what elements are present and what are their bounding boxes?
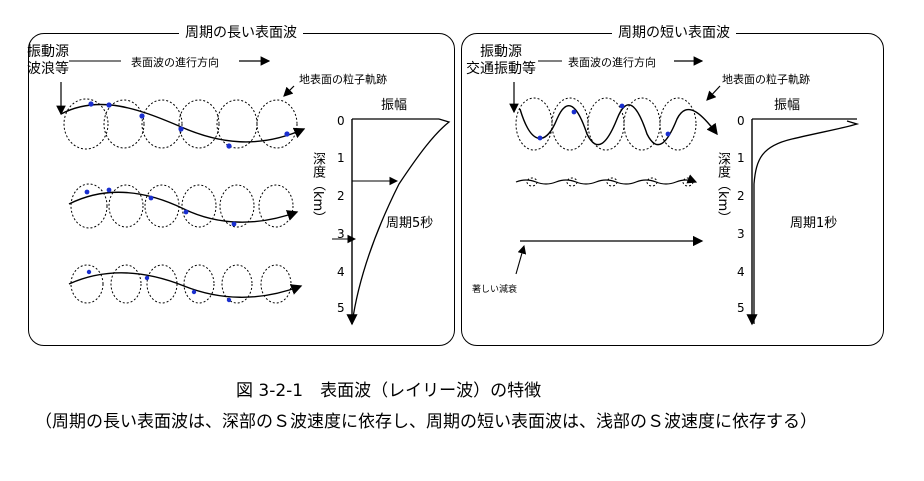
right-panel: 周期の短い表面波 振動源 交通振動等 表面波の進行方向 地表面の粒子軌跡 振幅 … (461, 23, 884, 346)
right-direction-label: 表面波の進行方向 (568, 56, 656, 69)
right-panel-title: 周期の短い表面波 (612, 23, 736, 43)
right-tick-5: 5 (737, 301, 745, 315)
left-source-line2: 波浪等 (27, 61, 69, 77)
right-row2-orbits (526, 177, 694, 187)
left-tick-2: 2 (337, 189, 345, 203)
right-period-label: 周期1秒 (790, 216, 838, 231)
left-amplitude-label: 振幅 (381, 98, 408, 113)
right-source-line2: 交通振動等 (466, 61, 536, 77)
right-row1-orbits (515, 97, 697, 151)
left-tick-4: 4 (337, 265, 345, 279)
left-tick-3: 3 (337, 227, 345, 241)
left-source-line1: 振動源 (27, 44, 69, 60)
figure-note: （周期の長い表面波は、深部のＳ波速度に依存し、周期の短い表面波は、浅部のＳ波速度… (35, 412, 817, 432)
left-panel: 周期の長い表面波 振動源 波浪等 表面波の進行方向 地表面の粒子軌跡 振幅 周期… (27, 23, 455, 346)
right-wave-drawing (509, 56, 860, 326)
left-row1-orbits (63, 98, 298, 150)
left-tick-1: 1 (337, 151, 345, 165)
right-tick-3: 3 (737, 227, 745, 241)
right-trajectory-label: 地表面の粒子軌跡 (722, 73, 810, 86)
right-source-line1: 振動源 (480, 44, 522, 60)
left-wave-drawing (56, 56, 451, 326)
left-trajectory-label: 地表面の粒子軌跡 (299, 73, 387, 86)
left-row3-orbits (70, 264, 292, 304)
right-amplitude-label: 振幅 (774, 98, 801, 113)
right-tick-1: 1 (737, 151, 745, 165)
right-depth-axis-label: 深度（km） (715, 152, 730, 225)
figure-caption: 図 3-2-1 表面波（レイリー波）の特徴 (236, 381, 542, 401)
left-panel-title: 周期の長い表面波 (179, 23, 303, 43)
left-direction-label: 表面波の進行方向 (131, 56, 219, 69)
left-tick-5: 5 (337, 301, 345, 315)
left-amplitude-curve (351, 118, 451, 325)
right-amplitude-curve (753, 120, 860, 324)
right-tick-4: 4 (737, 265, 745, 279)
left-period-label: 周期5秒 (386, 216, 434, 231)
left-tick-0: 0 (337, 114, 345, 128)
right-attenuation-label: 著しい減衰 (472, 285, 518, 295)
left-depth-axis-label: 深度（km） (310, 152, 325, 225)
right-tick-2: 2 (737, 189, 745, 203)
right-tick-0: 0 (737, 114, 745, 128)
